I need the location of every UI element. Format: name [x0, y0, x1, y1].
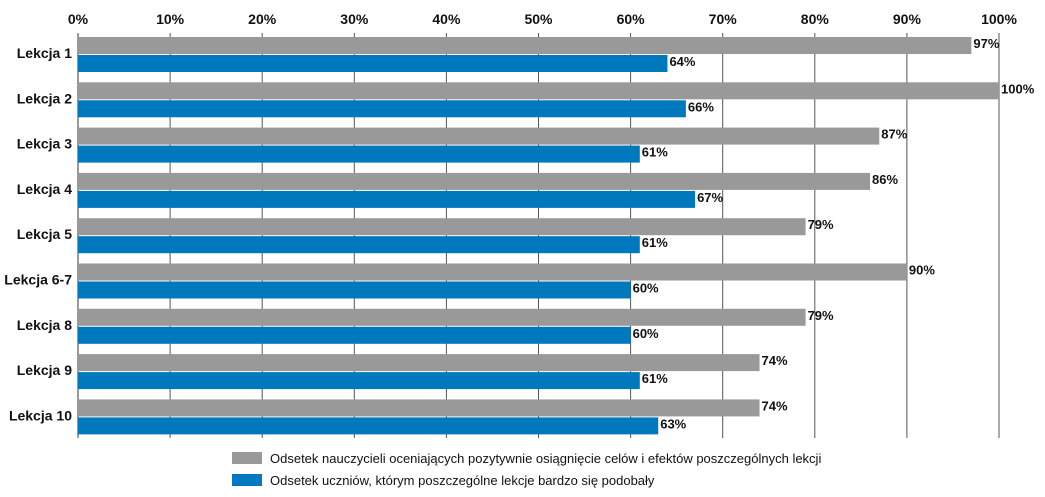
value-label: 74%: [762, 398, 788, 413]
bar-students: [78, 190, 696, 208]
value-label: 87%: [881, 127, 907, 142]
bar-teachers: [78, 399, 760, 417]
x-tick-label: 60%: [617, 11, 646, 27]
value-label: 67%: [697, 190, 723, 205]
value-label: 61%: [642, 235, 668, 250]
bars: [78, 37, 999, 435]
value-label: 60%: [633, 281, 659, 296]
x-tick-label: 40%: [432, 11, 461, 27]
category-label: Lekcja 9: [17, 362, 72, 378]
category-label: Lekcja 1: [17, 45, 72, 61]
value-label: 97%: [973, 36, 999, 51]
x-tick-label: 10%: [156, 11, 185, 27]
value-label: 60%: [633, 326, 659, 341]
value-label: 86%: [872, 172, 898, 187]
value-label: 79%: [808, 217, 834, 232]
bar-students: [78, 145, 640, 163]
value-label: 100%: [1001, 81, 1035, 96]
legend-swatch-students: [232, 474, 262, 486]
legend-item-teachers: Odsetek nauczycieli oceniających pozytyw…: [232, 447, 821, 469]
legend-label-teachers: Odsetek nauczycieli oceniających pozytyw…: [270, 450, 822, 466]
legend-label-students: Odsetek uczniów, którym poszczególne lek…: [270, 472, 655, 488]
x-tick-label: 100%: [981, 11, 1017, 27]
bar-students: [78, 236, 640, 254]
x-tick-label: 90%: [893, 11, 922, 27]
value-label: 63%: [660, 416, 686, 431]
value-labels: 97% 64% 100% 66% 87% 61% 86% 67% 79% 61% 90% 60% 79%…: [633, 36, 1035, 431]
value-label: 90%: [909, 263, 935, 278]
category-label: Lekcja 4: [17, 181, 72, 197]
category-label: Lekcja 5: [17, 226, 72, 242]
value-label: 61%: [642, 371, 668, 386]
legend-swatch-teachers: [232, 452, 262, 464]
value-label: 79%: [808, 308, 834, 323]
bar-students: [78, 55, 668, 72]
bar-students: [78, 326, 631, 344]
x-tick-label: 70%: [709, 11, 738, 27]
x-tick-label: 80%: [801, 11, 830, 27]
category-label: Lekcja 3: [17, 136, 72, 152]
bar-students: [78, 372, 640, 390]
bar-teachers: [78, 127, 880, 145]
legend: Odsetek nauczycieli oceniających pozytyw…: [232, 447, 821, 491]
bar-teachers: [78, 172, 871, 190]
x-tick-label: 0%: [68, 11, 89, 27]
x-tick-label: 20%: [248, 11, 277, 27]
legend-item-students: Odsetek uczniów, którym poszczególne lek…: [232, 469, 821, 491]
bar-teachers: [78, 218, 806, 236]
value-label: 61%: [642, 145, 668, 160]
bar-students: [78, 100, 686, 118]
bar-teachers: [78, 263, 907, 281]
bar-teachers: [78, 308, 806, 326]
value-label: 64%: [669, 54, 695, 69]
x-axis-tick-labels: 0% 10% 20% 30% 40% 50% 60% 70% 80% 90% 100%: [68, 11, 1018, 27]
bar-students: [78, 417, 659, 435]
category-label: Lekcja 8: [17, 317, 72, 333]
category-label: Lekcja 6-7: [4, 272, 72, 288]
category-label: Lekcja 10: [9, 407, 72, 423]
value-label: 66%: [688, 99, 714, 114]
bar-teachers: [78, 37, 972, 54]
value-label: 74%: [762, 353, 788, 368]
x-tick-label: 50%: [524, 11, 553, 27]
bar-students: [78, 281, 631, 299]
bar-teachers: [78, 82, 999, 100]
x-tick-label: 30%: [340, 11, 369, 27]
bar-teachers: [78, 354, 760, 372]
category-labels: Lekcja 1 Lekcja 2 Lekcja 3 Lekcja 4 Lekcja 5…: [4, 45, 72, 423]
category-label: Lekcja 2: [17, 90, 72, 106]
